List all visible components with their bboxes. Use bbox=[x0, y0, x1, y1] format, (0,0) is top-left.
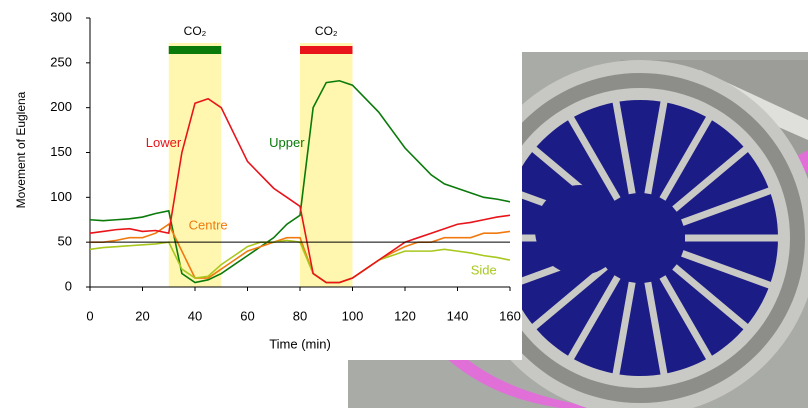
x-tick-label: 140 bbox=[447, 308, 469, 323]
series-label: Upper bbox=[269, 135, 305, 150]
x-tick-label: 40 bbox=[188, 308, 202, 323]
y-tick-label: 50 bbox=[58, 234, 72, 249]
x-axis-label: Time (min) bbox=[269, 336, 331, 351]
figure: Movement of Euglena Time (min) CO₂ CO₂ 0 50… bbox=[0, 0, 808, 408]
co2-label: CO₂ bbox=[184, 24, 207, 38]
y-tick-label: 250 bbox=[50, 54, 72, 69]
x-tick-label: 80 bbox=[293, 308, 307, 323]
co2-bar bbox=[300, 46, 353, 54]
x-tick-label: 0 bbox=[86, 308, 93, 323]
series-label: Side bbox=[471, 262, 497, 277]
y-tick-label: 100 bbox=[50, 189, 72, 204]
y-axis-label: Movement of Euglena bbox=[14, 91, 28, 208]
co2-label: CO₂ bbox=[315, 24, 338, 38]
series-label: Lower bbox=[146, 135, 182, 150]
chart-background bbox=[0, 0, 522, 360]
y-tick-label: 200 bbox=[50, 99, 72, 114]
y-tick-label: 0 bbox=[65, 278, 72, 293]
series-label: Centre bbox=[189, 217, 228, 232]
co2-bar bbox=[169, 46, 222, 54]
x-tick-label: 100 bbox=[342, 308, 364, 323]
x-tick-label: 160 bbox=[499, 308, 521, 323]
y-tick-label: 300 bbox=[50, 9, 72, 24]
x-tick-label: 60 bbox=[240, 308, 254, 323]
x-tick-label: 20 bbox=[135, 308, 149, 323]
y-tick-label: 150 bbox=[50, 144, 72, 159]
x-tick-label: 120 bbox=[394, 308, 416, 323]
